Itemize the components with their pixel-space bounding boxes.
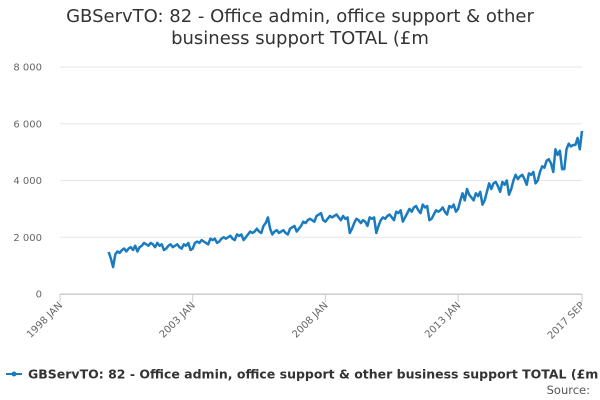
y-tick-label: 6 000 <box>13 119 42 130</box>
y-tick-label: 4 000 <box>13 176 42 187</box>
source: Source: <box>547 383 590 397</box>
x-tick-label: 1998 JAN <box>25 300 65 340</box>
legend-marker <box>11 371 17 377</box>
x-tick-label: 2017 SEP <box>546 300 587 341</box>
data-line <box>107 130 584 269</box>
y-tick-label: 2 000 <box>13 233 42 244</box>
legend-label: GBServTO: 82 - Office admin, office supp… <box>28 367 598 382</box>
x-tick-label: 2013 JAN <box>423 300 463 340</box>
x-tick-label: 2003 JAN <box>158 300 198 340</box>
x-tick-label: 2008 JAN <box>290 300 330 340</box>
y-tick-label: 0 <box>36 290 42 301</box>
y-tick-label: 8 000 <box>13 63 42 74</box>
chart-title: GBServTO: 82 - Office admin, office supp… <box>66 6 534 49</box>
